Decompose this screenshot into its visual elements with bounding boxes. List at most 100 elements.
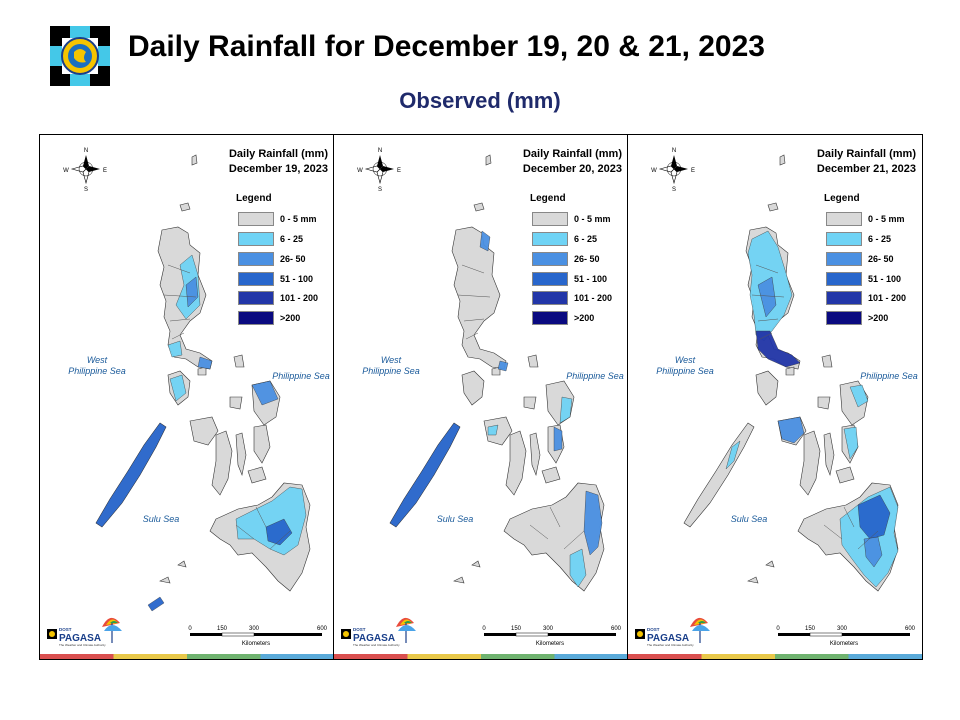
legend-item: 0 - 5 mm (826, 211, 905, 227)
footer-color-bar (701, 654, 775, 659)
legend-swatch (826, 232, 862, 246)
footer-color-bar (628, 654, 702, 659)
footer-color-bar (481, 654, 555, 659)
rainfall-zone-luzon_c (755, 330, 801, 368)
province-boundary (235, 524, 255, 540)
scale-tick-label: 300 (543, 626, 554, 632)
rainfall-zone-luzon_sw (167, 340, 183, 358)
legend-title: Legend (530, 193, 566, 204)
brand-name-text: PAGASA (647, 633, 689, 644)
sea-label-line: Philippine Sea (68, 366, 126, 376)
rainfall-panels: N S W E DOST PAGASA The Weather and Climate Au… (39, 134, 923, 660)
island-masbate (817, 396, 831, 410)
legend-item: 51 - 100 (238, 271, 313, 287)
island-sulu1 (471, 560, 481, 568)
brand-tagline: The Weather and Climate Authority (59, 643, 106, 647)
legend-item: >200 (532, 310, 594, 326)
pagasa-seal-logo (48, 24, 112, 88)
legend-swatch (532, 252, 568, 266)
rainfall-zone-samar_rain (251, 380, 279, 406)
legend-label: 101 - 200 (574, 293, 613, 303)
legend-item: 101 - 200 (532, 290, 612, 306)
rainfall-zone-mindanao_core (265, 518, 293, 546)
rainfall-zone-bicol (197, 356, 213, 370)
island-sulu2 (159, 576, 171, 584)
sea-label-line: West (674, 355, 696, 365)
province-boundary (751, 294, 785, 298)
legend-item: 26- 50 (532, 251, 600, 267)
footer-color-bar (334, 654, 408, 659)
legend-item: 6 - 25 (826, 231, 891, 247)
legend-swatch (238, 252, 274, 266)
island-sulu2 (747, 576, 759, 584)
province-boundary (757, 318, 779, 322)
province-boundary (465, 332, 479, 340)
legend-label: 51 - 100 (280, 274, 314, 284)
rainfall-zone-samar2 (559, 396, 573, 424)
island-sulu2 (453, 576, 465, 584)
legend-item: 6 - 25 (238, 231, 303, 247)
compass-letter: E (103, 168, 107, 174)
sea-label-line: West (380, 355, 402, 365)
island-bohol (835, 466, 855, 484)
compass-letter: E (691, 168, 695, 174)
legend-item: 26- 50 (826, 251, 894, 267)
legend-swatch (826, 212, 862, 226)
legend-swatch (532, 232, 568, 246)
rainfall-zone-samar3 (849, 384, 869, 408)
compass-letter: N (672, 148, 676, 154)
legend-label: 101 - 200 (868, 293, 907, 303)
province-boundary (255, 506, 267, 528)
legend-swatch (826, 311, 862, 325)
map-header: Daily Rainfall (mm) December 20, 2023 (504, 147, 622, 177)
legend-label: 0 - 5 mm (868, 214, 905, 224)
compass-letter: W (357, 168, 363, 174)
rainfall-zone-luzon_ne2 (479, 230, 491, 252)
legend-title: Legend (236, 193, 272, 204)
legend-item: 0 - 5 mm (532, 211, 611, 227)
scale-bar: 0 150 300 600 Kilometers (188, 626, 327, 647)
legend-item: 26- 50 (238, 251, 306, 267)
legend-swatch (826, 272, 862, 286)
legend-swatch (532, 272, 568, 286)
legend-swatch (532, 291, 568, 305)
scale-tick-label: 0 (482, 626, 486, 632)
legend-item: 101 - 200 (826, 290, 906, 306)
island-babuyan (473, 202, 485, 212)
scale-bar: 0 150 300 600 Kilometers (776, 626, 915, 647)
scale-tick-label: 600 (611, 626, 622, 632)
map-title: Daily Rainfall (mm) (228, 148, 328, 160)
legend-swatch (826, 291, 862, 305)
island-catanduanes (233, 354, 245, 368)
island-cebu (235, 432, 247, 477)
page-subtitle: Observed (mm) (399, 88, 561, 113)
footer-color-bar (40, 654, 114, 659)
island-negros (505, 430, 527, 496)
sea-label-sulu: Sulu Sea (142, 514, 180, 524)
compass-letter: W (651, 168, 657, 174)
island-cebu (823, 432, 835, 477)
brand-small-text: DOST (59, 627, 72, 632)
rainfall-zone-palawan_rain2 (389, 422, 461, 528)
island-batanes (779, 154, 786, 166)
island-mindoro (755, 370, 779, 406)
island-sulu1 (765, 560, 775, 568)
sea-label-east: Philippine Sea (860, 371, 918, 381)
legend-item: 0 - 5 mm (238, 211, 317, 227)
legend-label: 26- 50 (280, 254, 306, 264)
rainfall-zone-palawan_rain (95, 422, 167, 528)
compass-letter: S (672, 187, 676, 193)
legend-item: 101 - 200 (238, 290, 318, 306)
rainfall-map-panel: N S W E DOST PAGASA The Weather and Climate Au… (40, 135, 334, 659)
legend-swatch (238, 272, 274, 286)
rainfall-zone-leyte2 (553, 426, 563, 452)
sea-label-line: Philippine Sea (656, 366, 714, 376)
sea-label-line: Philippine Sea (362, 366, 420, 376)
province-boundary (549, 506, 561, 528)
map-header: Daily Rainfall (mm) December 21, 2023 (798, 147, 916, 177)
sea-label-sulu: Sulu Sea (436, 514, 474, 524)
island-catanduanes (527, 354, 539, 368)
